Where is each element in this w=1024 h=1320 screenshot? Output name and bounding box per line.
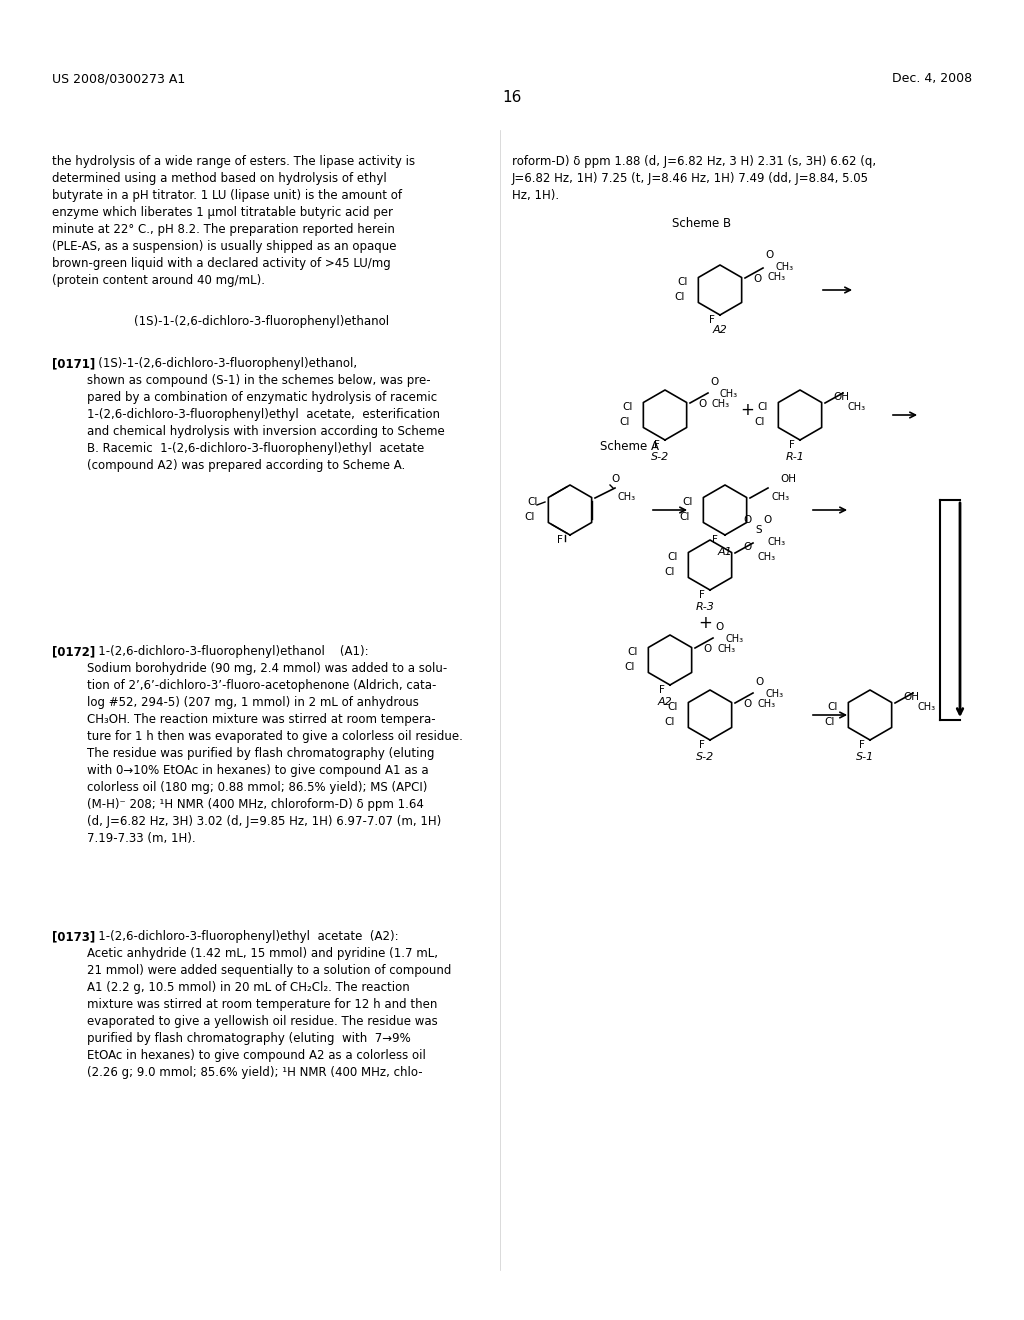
Text: Cl: Cl xyxy=(524,512,535,521)
Text: F: F xyxy=(790,440,795,450)
Text: Cl: Cl xyxy=(824,717,835,727)
Text: Cl: Cl xyxy=(755,417,765,426)
Text: Cl: Cl xyxy=(527,498,538,507)
Text: F: F xyxy=(859,741,865,750)
Text: S-2: S-2 xyxy=(696,752,714,762)
Text: CH₃: CH₃ xyxy=(765,689,783,700)
Text: O: O xyxy=(611,474,620,484)
Text: O: O xyxy=(743,515,752,525)
Text: Cl: Cl xyxy=(827,702,838,711)
Text: OH: OH xyxy=(903,692,919,702)
Text: CH₃: CH₃ xyxy=(725,634,743,644)
Text: roform-D) δ ppm 1.88 (d, J=6.82 Hz, 3 H) 2.31 (s, 3H) 6.62 (q,
J=6.82 Hz, 1H) 7.: roform-D) δ ppm 1.88 (d, J=6.82 Hz, 3 H)… xyxy=(512,154,877,202)
Text: CH₃: CH₃ xyxy=(918,702,935,711)
Text: Cl: Cl xyxy=(665,568,675,577)
Text: [0171]: [0171] xyxy=(52,356,95,370)
Text: CH₃: CH₃ xyxy=(757,552,775,562)
Text: (1S)-1-(2,6-dichloro-3-fluorophenyl)ethanol,
shown as compound (S-1) in the sche: (1S)-1-(2,6-dichloro-3-fluorophenyl)etha… xyxy=(87,356,444,473)
Text: the hydrolysis of a wide range of esters. The lipase activity is
determined usin: the hydrolysis of a wide range of esters… xyxy=(52,154,415,286)
Text: R-3: R-3 xyxy=(695,602,715,612)
Text: R-1: R-1 xyxy=(785,451,805,462)
Text: Cl: Cl xyxy=(757,403,767,412)
Text: Cl: Cl xyxy=(682,498,692,507)
Text: CH₃: CH₃ xyxy=(757,700,775,709)
Text: 1-(2,6-dichloro-3-fluorophenyl)ethyl  acetate  (A2):
Acetic anhydride (1.42 mL, : 1-(2,6-dichloro-3-fluorophenyl)ethyl ace… xyxy=(87,931,452,1078)
Text: Scheme A: Scheme A xyxy=(600,440,659,453)
Text: Cl: Cl xyxy=(677,277,687,286)
Text: CH₃: CH₃ xyxy=(847,403,865,412)
Text: CH₃: CH₃ xyxy=(767,537,785,546)
Text: OH: OH xyxy=(780,474,796,484)
Text: +: + xyxy=(740,401,754,418)
Text: Cl: Cl xyxy=(627,647,637,657)
Text: Cl: Cl xyxy=(622,403,633,412)
Text: O: O xyxy=(698,399,707,409)
Text: S-2: S-2 xyxy=(651,451,669,462)
Text: A2: A2 xyxy=(657,697,673,708)
Text: F: F xyxy=(699,741,705,750)
Text: (1S)-1-(2,6-dichloro-3-fluorophenyl)ethanol: (1S)-1-(2,6-dichloro-3-fluorophenyl)etha… xyxy=(134,315,389,327)
Text: Cl: Cl xyxy=(620,417,630,426)
Text: F: F xyxy=(699,590,705,601)
Text: [0172]: [0172] xyxy=(52,645,95,657)
Text: F: F xyxy=(709,315,715,325)
Text: A1: A1 xyxy=(718,546,732,557)
Text: O: O xyxy=(743,543,752,552)
Text: Cl: Cl xyxy=(667,552,677,562)
Text: Cl: Cl xyxy=(665,717,675,727)
Text: OH: OH xyxy=(833,392,849,403)
Text: CH₃: CH₃ xyxy=(775,261,794,272)
Text: 1-(2,6-dichloro-3-fluorophenyl)ethanol    (A1):
Sodium borohydride (90 mg, 2.4 m: 1-(2,6-dichloro-3-fluorophenyl)ethanol (… xyxy=(87,645,463,845)
Text: F: F xyxy=(654,440,659,450)
Text: CH₃: CH₃ xyxy=(712,399,730,409)
Text: Cl: Cl xyxy=(680,512,690,521)
Text: S-1: S-1 xyxy=(856,752,874,762)
Text: O: O xyxy=(710,378,718,387)
Text: CH₃: CH₃ xyxy=(717,644,735,653)
Text: +: + xyxy=(698,614,712,632)
Text: O: O xyxy=(715,622,723,632)
Text: O: O xyxy=(755,677,763,686)
Text: S: S xyxy=(755,525,762,535)
Text: Scheme B: Scheme B xyxy=(672,216,731,230)
Text: O: O xyxy=(753,275,761,284)
Text: A2: A2 xyxy=(713,325,727,335)
Text: CH₃: CH₃ xyxy=(767,272,785,282)
Text: F: F xyxy=(557,535,563,545)
Text: Cl: Cl xyxy=(625,663,635,672)
Text: O: O xyxy=(743,700,752,709)
Text: 16: 16 xyxy=(503,90,521,106)
Text: F: F xyxy=(659,685,665,696)
Text: F: F xyxy=(712,535,718,545)
Text: CH₃: CH₃ xyxy=(617,492,635,502)
Text: [0173]: [0173] xyxy=(52,931,95,942)
Text: Cl: Cl xyxy=(675,292,685,302)
Text: CH₃: CH₃ xyxy=(720,389,738,399)
Text: CH₃: CH₃ xyxy=(772,492,791,502)
Text: O: O xyxy=(765,249,773,260)
Text: Cl: Cl xyxy=(667,702,677,711)
Text: O: O xyxy=(703,644,712,653)
Text: Dec. 4, 2008: Dec. 4, 2008 xyxy=(892,73,972,84)
Text: US 2008/0300273 A1: US 2008/0300273 A1 xyxy=(52,73,185,84)
Text: O: O xyxy=(763,515,771,525)
